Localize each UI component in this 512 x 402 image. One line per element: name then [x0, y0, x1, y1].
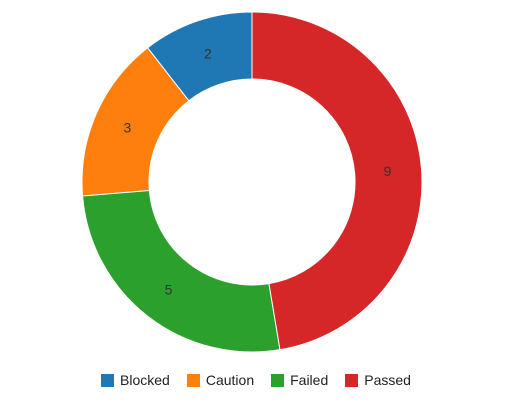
- data-label-blocked: 2: [204, 45, 212, 61]
- data-label-passed: 9: [384, 163, 392, 179]
- legend-swatch-caution: [186, 373, 200, 387]
- legend-item-failed[interactable]: Failed: [271, 372, 328, 388]
- legend-item-blocked[interactable]: Blocked: [101, 372, 170, 388]
- legend-label-caution: Caution: [205, 372, 255, 388]
- chart-legend: Blocked Caution Failed Passed: [0, 370, 512, 390]
- legend-label-passed: Passed: [364, 372, 411, 388]
- donut-slice-passed[interactable]: [251, 11, 423, 351]
- data-label-failed: 5: [165, 281, 173, 297]
- legend-item-passed[interactable]: Passed: [345, 372, 411, 388]
- donut-chart-svg: 2 3 5 9: [81, 11, 423, 353]
- legend-label-blocked: Blocked: [120, 372, 170, 388]
- data-label-caution: 3: [124, 119, 132, 135]
- donut-slice-failed[interactable]: [82, 189, 281, 353]
- legend-swatch-failed: [271, 373, 285, 387]
- legend-swatch-passed: [345, 373, 359, 387]
- legend-label-failed: Failed: [290, 372, 329, 388]
- legend-item-caution[interactable]: Caution: [186, 372, 255, 388]
- legend-swatch-blocked: [101, 373, 115, 387]
